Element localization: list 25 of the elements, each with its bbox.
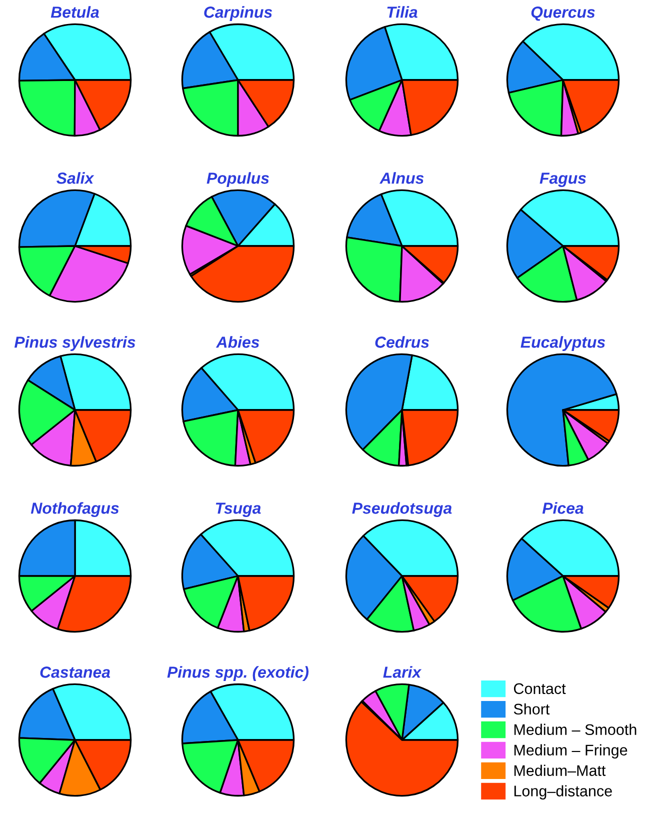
chart-title: Larix (383, 666, 422, 678)
chart-title: Salix (56, 172, 94, 184)
legend-label: Medium–Matt (514, 764, 606, 776)
chart-title: Fagus (540, 172, 586, 187)
chart-title: Cedrus (375, 336, 429, 348)
chart-title: Eucalyptus (520, 336, 606, 351)
chart-title: Pseudotsuga (352, 502, 452, 517)
legend-label: Medium – Fringe (514, 744, 628, 759)
chart-title: Picea (542, 502, 584, 514)
chart-title: Populus (206, 172, 269, 187)
chart-title: Betula (50, 6, 99, 18)
legend-label: Short (514, 703, 550, 715)
chart-title: Carpinus (204, 6, 272, 21)
legend-label: Long–distance (514, 785, 612, 800)
legend-label: Medium – Smooth (514, 724, 636, 736)
chart-title: Pinus spp. (exotic) (167, 666, 309, 681)
chart-title: Alnus (379, 172, 424, 184)
chart-title: Nothofagus (30, 502, 119, 517)
chart-title: Tsuga (216, 502, 261, 517)
legend-label: Contact (514, 683, 566, 694)
chart-title: Quercus (531, 6, 595, 21)
chart-title: Pinus sylvestris (14, 336, 136, 351)
chart-title: Castanea (40, 666, 110, 678)
chart-title: Tilia (387, 6, 418, 18)
chart-title: Abies (216, 336, 260, 348)
